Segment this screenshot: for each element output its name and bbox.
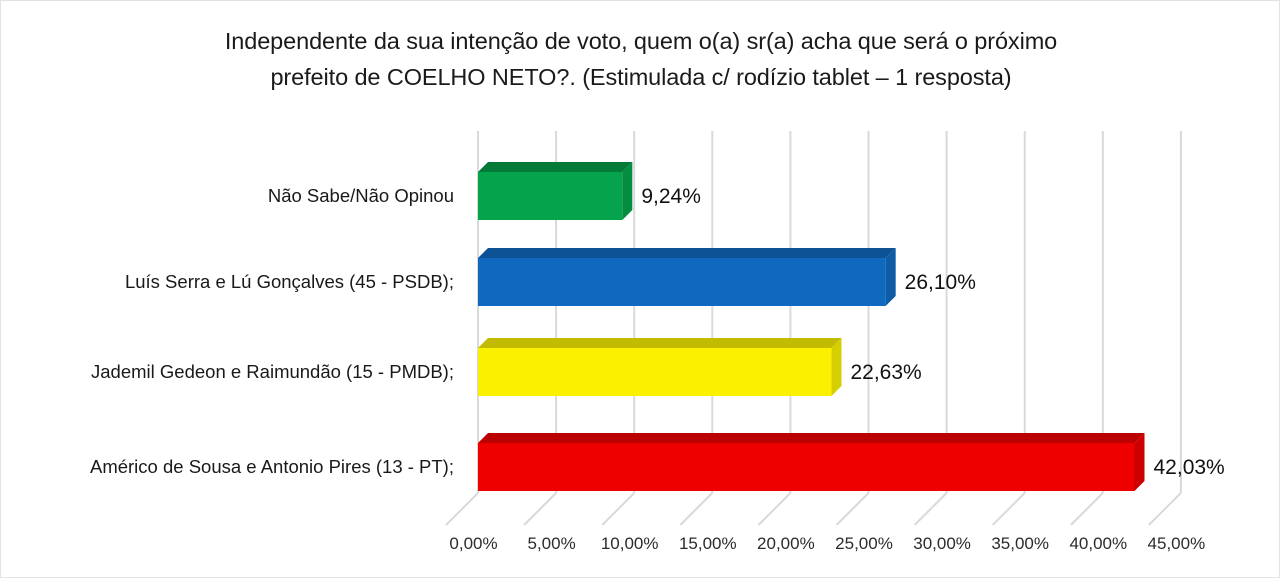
bar-front-face [478, 258, 886, 306]
floor-gridline [523, 492, 557, 526]
tick-label: 10,00% [600, 534, 659, 553]
tick-label: 25,00% [835, 534, 893, 553]
chart-title: Independente da sua intenção de voto, qu… [224, 28, 1058, 90]
bar [478, 433, 1145, 491]
bar-end-face [1134, 433, 1145, 491]
value-label: 22,63% [850, 361, 922, 384]
floor-gridline [1070, 492, 1104, 526]
floor-gridline [757, 492, 792, 526]
category-label: Jademil Gedeon e Raimundão (15 - PMDB); [91, 361, 454, 382]
bar-top-face [478, 248, 896, 258]
bar-front-face [478, 443, 1135, 491]
tick-label: 40,00% [1069, 534, 1128, 553]
bar [478, 338, 842, 396]
floor-gridline [1148, 492, 1182, 526]
tick-label: 5,00% [527, 534, 576, 553]
value-label: 9,24% [641, 185, 701, 208]
bar-end-face [831, 338, 842, 396]
tick-label: 35,00% [991, 534, 1050, 553]
floor-gridline [601, 492, 635, 526]
floor-gridline [445, 492, 479, 526]
floor-gridline [913, 492, 948, 526]
category-label: Américo de Sousa e Antonio Pires (13 - P… [89, 456, 454, 477]
tick-label: 20,00% [757, 534, 815, 553]
bar-top-face [478, 162, 633, 172]
tick-label: 0,00% [449, 534, 498, 553]
bar [478, 248, 896, 306]
bar-top-face [478, 338, 842, 348]
bar-top-face [478, 433, 1145, 443]
tick-label: 15,00% [678, 534, 737, 553]
tick-label: 45,00% [1147, 534, 1206, 553]
bar-group [478, 162, 1145, 491]
bar-front-face [478, 172, 623, 220]
value-label: 26,10% [904, 271, 976, 294]
category-label: Não Sabe/Não Opinou [267, 185, 454, 206]
floor-gridline [679, 492, 714, 526]
bar [478, 162, 633, 220]
floor-gridline [835, 492, 870, 526]
gridlines [445, 131, 1182, 526]
floor-gridline [991, 492, 1026, 526]
value-label: 42,03% [1153, 456, 1225, 479]
tick-label: 30,00% [913, 534, 971, 553]
bar-end-face [885, 248, 896, 306]
bar-end-face [622, 162, 633, 220]
bar-front-face [478, 348, 832, 396]
category-label: Luís Serra e Lú Gonçalves (45 - PSDB); [124, 271, 454, 292]
